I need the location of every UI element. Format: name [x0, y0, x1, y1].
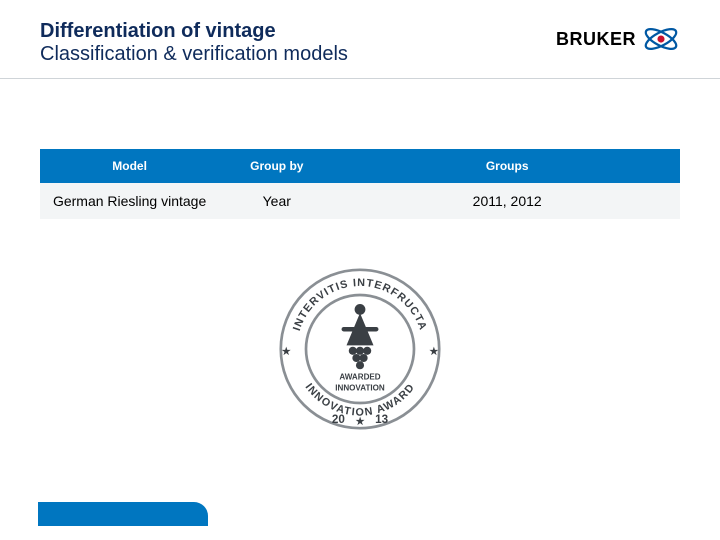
- col-model: Model: [40, 149, 219, 183]
- col-groups: Groups: [334, 149, 680, 183]
- title-bold: Differentiation of vintage: [40, 20, 556, 43]
- content-area: Model Group by Groups German Riesling vi…: [0, 79, 720, 439]
- svg-text:20: 20: [332, 413, 346, 426]
- brand-logo-icon: [642, 24, 680, 54]
- svg-text:INNOVATION: INNOVATION: [335, 383, 385, 392]
- title-block: Differentiation of vintage Classificatio…: [40, 20, 556, 66]
- svg-text:13: 13: [375, 413, 389, 426]
- col-group-by: Group by: [219, 149, 334, 183]
- cell-model: German Riesling vintage: [40, 183, 219, 219]
- svg-text:★: ★: [356, 417, 365, 428]
- classification-table: Model Group by Groups German Riesling vi…: [40, 149, 680, 219]
- brand-logo: BRUKER: [556, 24, 680, 54]
- award-badge-icon: INTERVITIS INTERFRUCTA INNOVATION AWARD …: [270, 259, 450, 439]
- award-badge-container: INTERVITIS INTERFRUCTA INNOVATION AWARD …: [40, 259, 680, 439]
- svg-text:★: ★: [429, 346, 438, 357]
- title-subtitle: Classification & verification models: [40, 43, 556, 66]
- cell-groups: 2011, 2012: [334, 183, 680, 219]
- table-header-row: Model Group by Groups: [40, 149, 680, 183]
- footer-accent-bar: [38, 502, 208, 526]
- table-row: German Riesling vintage Year 2011, 2012: [40, 183, 680, 219]
- svg-text:★: ★: [282, 346, 291, 357]
- brand-logo-text: BRUKER: [556, 29, 636, 50]
- cell-group-by: Year: [219, 183, 334, 219]
- svg-text:AWARDED: AWARDED: [339, 373, 380, 382]
- header: Differentiation of vintage Classificatio…: [0, 0, 720, 72]
